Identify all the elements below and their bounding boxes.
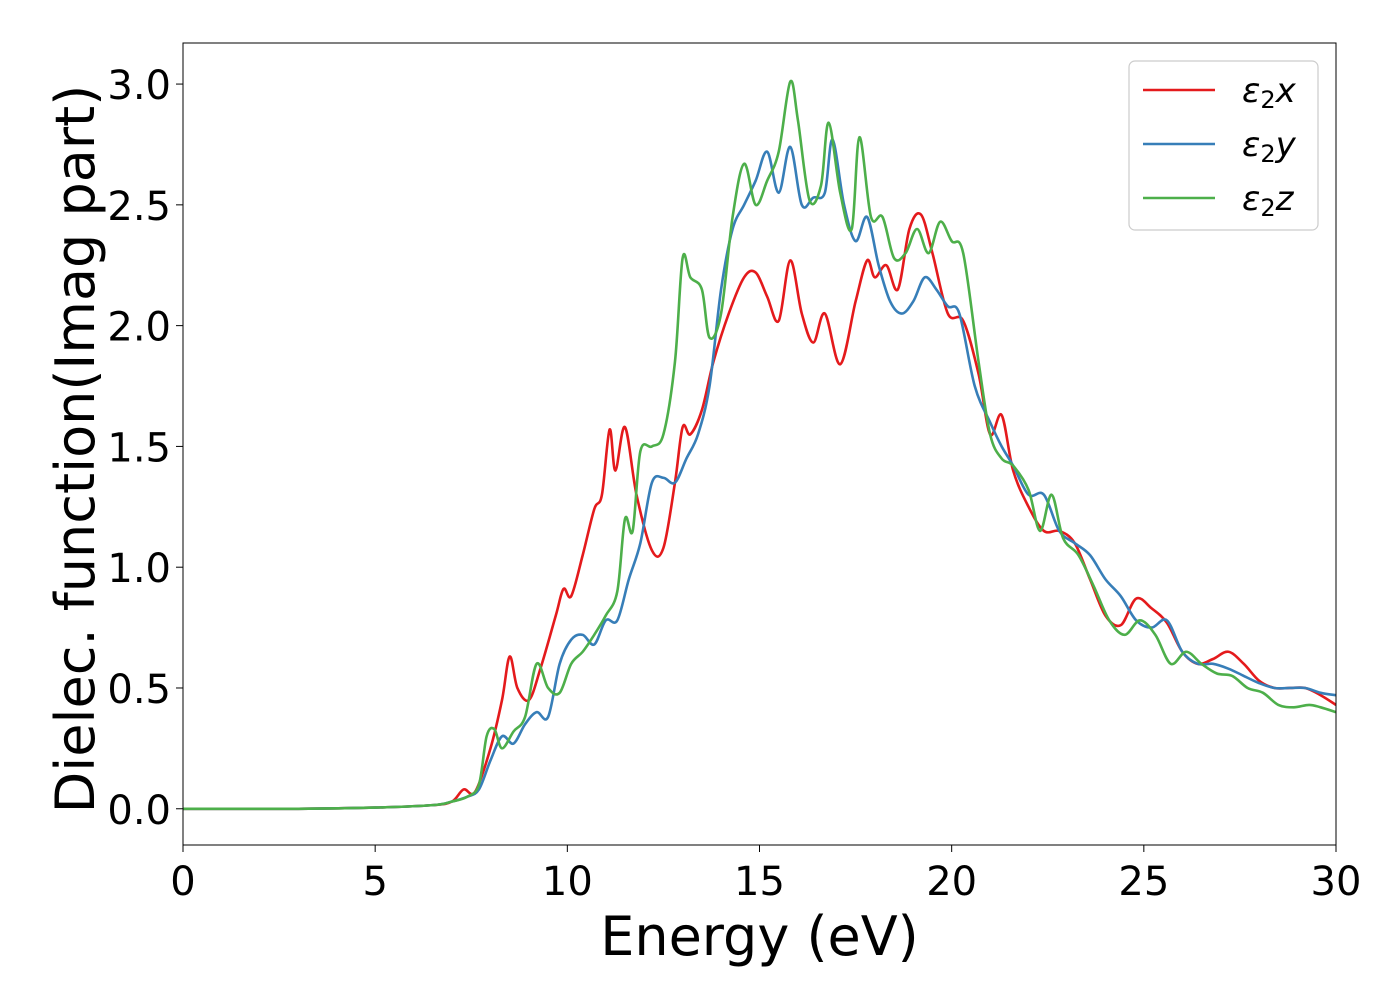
x-tick-label: 20 <box>926 859 977 905</box>
y-tick-label: 1.0 <box>107 546 171 592</box>
y-axis-label: Dielec. function(Imag part) <box>44 85 107 814</box>
y-tick-label: 2.0 <box>107 305 171 351</box>
y-tick-label: 0.0 <box>107 788 171 834</box>
y-axis-ticks: 0.0 0.5 1.0 1.5 2.0 2.5 3.0 <box>107 63 183 834</box>
legend-label: ε2y <box>1242 125 1297 168</box>
y-tick-label: 2.5 <box>107 184 171 230</box>
x-tick-label: 25 <box>1118 859 1169 905</box>
legend: ε2x ε2y ε2z <box>1128 60 1319 231</box>
x-tick-label: 5 <box>362 859 387 905</box>
y-tick-label: 3.0 <box>107 63 171 109</box>
x-axis-ticks: 0 5 10 15 20 25 30 <box>170 845 1361 905</box>
legend-box <box>1128 60 1319 231</box>
x-tick-label: 30 <box>1311 859 1362 905</box>
x-tick-label: 10 <box>542 859 593 905</box>
x-tick-label: 0 <box>170 859 195 905</box>
series-line-1 <box>183 212 1336 811</box>
plot-frame <box>182 42 1337 846</box>
series-line-3 <box>183 79 1336 811</box>
x-axis-label: Energy (eV) <box>600 905 919 968</box>
series-line-2 <box>183 138 1336 811</box>
legend-label: ε2x <box>1242 71 1297 114</box>
legend-label: ε2z <box>1242 179 1295 222</box>
x-tick-label: 15 <box>734 859 785 905</box>
y-tick-label: 1.5 <box>107 425 171 471</box>
y-tick-label: 0.5 <box>107 667 171 713</box>
series-lines <box>183 79 1336 811</box>
